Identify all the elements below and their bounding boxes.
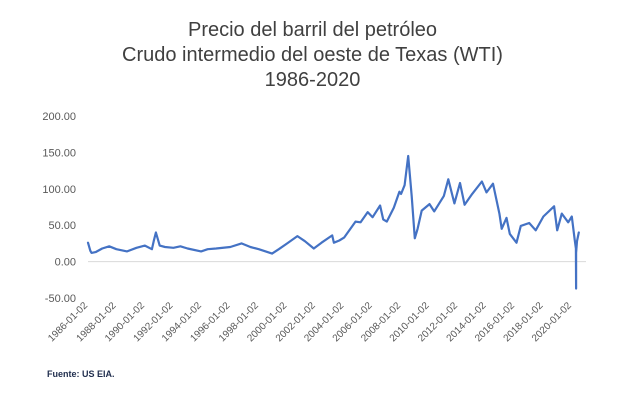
y-tick-label: 0.00: [55, 257, 76, 269]
price-series-line: [86, 154, 580, 290]
chart-title-line-3: 1986-2020: [264, 69, 361, 91]
y-tick-label: 200.00: [42, 111, 76, 123]
y-tick-label: 50.00: [48, 220, 76, 232]
y-tick-label: -50.00: [45, 293, 76, 305]
chart-title-line-2: Crudo intermedio del oeste de Texas (WTI…: [122, 44, 503, 66]
chart-title-line-1: Precio del barril del petróleo: [187, 19, 438, 41]
y-tick-label: 150.00: [42, 147, 76, 159]
y-tick-label: 100.00: [42, 184, 76, 196]
source-note: Fuente: US EIA.: [47, 369, 115, 379]
chart-title: Precio del barril del petróleo Crudo int…: [0, 18, 625, 93]
